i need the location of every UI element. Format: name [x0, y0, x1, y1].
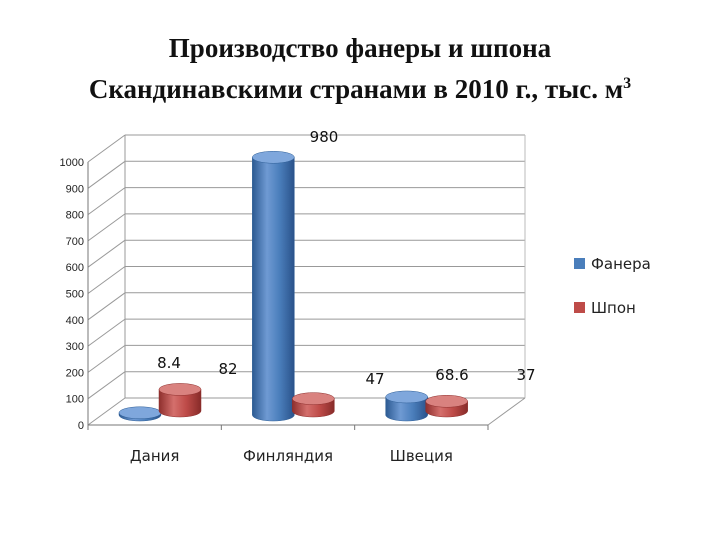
y-tick-label: 400	[66, 315, 84, 327]
bar-plywood	[118, 406, 162, 422]
data-labels: 8.4 980 68.6 82 47 37	[157, 128, 535, 388]
x-tick-label: Финляндия	[243, 447, 333, 465]
bar-top	[385, 390, 428, 404]
bars	[118, 151, 468, 422]
bar-veneer	[425, 395, 468, 418]
gridline-side	[87, 160, 126, 189]
floor-right-edge	[487, 397, 526, 426]
bar-top	[158, 383, 202, 396]
gridline-side	[87, 187, 126, 216]
x-tick-label: Дания	[130, 447, 180, 465]
bar-body	[252, 157, 295, 422]
gridline-side	[87, 397, 126, 426]
x-tick-label: Швеция	[390, 447, 453, 465]
bar-veneer	[292, 392, 335, 418]
data-label: 980	[310, 128, 339, 146]
gridline-side	[87, 239, 126, 268]
legend-label: Фанера	[591, 255, 651, 273]
gridline-side	[87, 344, 126, 373]
chart-title: Производство фанеры и шпона Скандинавски…	[0, 30, 720, 107]
gridline-side	[87, 318, 126, 347]
bar-body	[158, 389, 202, 418]
bar-top	[425, 395, 468, 408]
data-label: 8.4	[157, 354, 181, 372]
gridlines	[87, 134, 525, 426]
y-tick-label: 1000	[60, 157, 84, 169]
y-tick-label: 200	[66, 367, 84, 379]
gridline-side	[87, 371, 126, 400]
chart-title-line2-text: Скандинавскими странами в 2010 г., тыс. …	[88, 74, 624, 104]
bar-top	[252, 151, 295, 164]
legend-label: Шпон	[591, 299, 636, 317]
y-tick-label: 0	[78, 420, 84, 432]
legend: Фанера Шпон	[574, 255, 651, 317]
bar-veneer	[158, 383, 202, 418]
gridline-side	[87, 134, 126, 163]
bar-body	[385, 396, 428, 422]
y-tick-label: 800	[66, 210, 84, 222]
data-label: 47	[365, 370, 384, 388]
bar-top	[292, 392, 335, 405]
y-tick-label: 500	[66, 289, 84, 301]
chart-title-line2: Скандинавскими странами в 2010 г., тыс. …	[0, 66, 720, 107]
gridline-side	[87, 292, 126, 321]
data-label: 37	[516, 366, 535, 384]
y-tick-label: 700	[66, 236, 84, 248]
bar-top	[118, 406, 162, 420]
chart-title-superscript: 3	[623, 75, 632, 92]
y-tick-label: 900	[66, 183, 84, 195]
bar-plywood	[385, 390, 428, 422]
chart-title-line1: Производство фанеры и шпона	[168, 33, 552, 63]
y-tick-label: 100	[66, 394, 84, 406]
data-label: 82	[218, 360, 237, 378]
legend-swatch	[574, 302, 585, 313]
y-tick-label: 600	[66, 262, 84, 274]
bar-plywood	[252, 151, 295, 422]
legend-swatch	[574, 258, 585, 269]
gridline-side	[87, 213, 126, 242]
data-label: 68.6	[435, 366, 468, 384]
gridline-side	[87, 266, 126, 294]
y-tick-label: 300	[66, 341, 84, 353]
